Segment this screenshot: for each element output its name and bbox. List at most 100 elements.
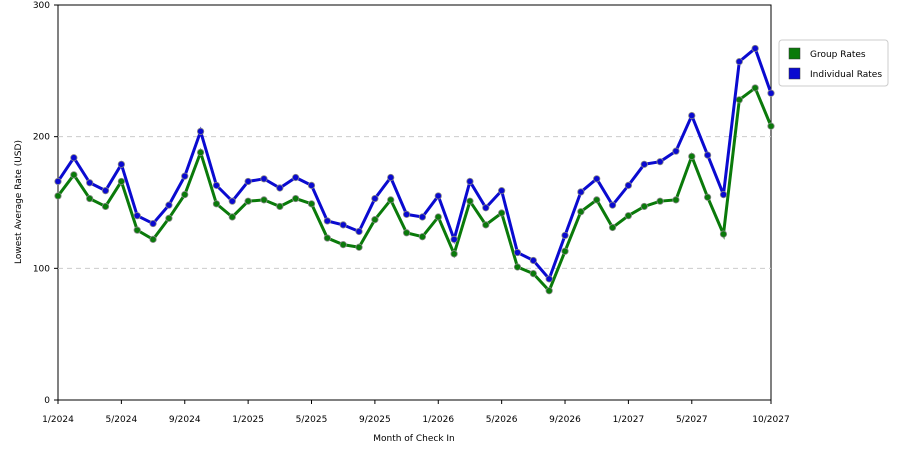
point (624, 212, 633, 220)
point (133, 212, 141, 220)
point (54, 177, 62, 186)
point (561, 247, 569, 255)
point (149, 219, 157, 228)
point (244, 177, 252, 186)
point (482, 204, 490, 212)
series-line (56, 45, 773, 282)
point (751, 84, 759, 92)
point (402, 210, 411, 218)
point (418, 233, 427, 241)
point (371, 194, 379, 203)
x-tick-label: 9/2026 (549, 415, 581, 425)
point (656, 158, 664, 166)
y-axis-label: Lowest Average Rate (USD) (14, 140, 24, 264)
point (149, 235, 157, 243)
y-tick-label: 200 (33, 133, 50, 143)
point (767, 89, 775, 97)
point (450, 250, 458, 258)
point (513, 263, 522, 271)
point (54, 192, 62, 200)
x-tick-label: 1/2024 (42, 415, 74, 425)
point (640, 160, 648, 168)
x-tick-label: 1/2025 (232, 415, 264, 425)
point (228, 213, 236, 221)
point (292, 173, 300, 182)
point (513, 248, 522, 257)
plot-area (57, 4, 772, 401)
point (767, 122, 775, 130)
point (529, 269, 537, 278)
point (402, 229, 411, 237)
point (656, 197, 664, 205)
point (672, 196, 680, 204)
x-tick-label: 9/2024 (169, 415, 201, 425)
point (86, 194, 94, 203)
point (434, 192, 442, 200)
legend-label: Individual Rates (810, 70, 882, 80)
point (70, 154, 78, 162)
point (466, 197, 474, 205)
point (418, 213, 427, 221)
point (704, 151, 712, 159)
point (735, 96, 743, 104)
point (133, 226, 141, 234)
point (387, 173, 395, 182)
y-tick-label: 0 (44, 396, 50, 406)
point (260, 175, 268, 183)
point (355, 227, 363, 236)
point (545, 287, 553, 295)
point (498, 187, 506, 195)
point (228, 197, 236, 205)
point (434, 213, 442, 221)
x-tick-label: 9/2025 (359, 415, 391, 425)
legend-label: Group Rates (810, 50, 866, 60)
legend-swatch (788, 67, 801, 80)
point (672, 147, 680, 155)
point (181, 172, 189, 180)
legend-box (778, 39, 889, 87)
point (307, 181, 316, 189)
point (244, 197, 252, 205)
point (307, 200, 316, 208)
x-tick-label: 10/2027 (752, 415, 789, 425)
point (577, 188, 585, 196)
point (624, 181, 633, 189)
point (608, 223, 617, 232)
point (323, 234, 331, 242)
point (260, 196, 268, 204)
point (197, 127, 205, 135)
point (165, 214, 173, 222)
point (197, 148, 205, 157)
series-line (56, 85, 773, 294)
x-axis-label: Month of Check In (373, 434, 455, 444)
point (719, 191, 728, 199)
point (561, 231, 569, 240)
point (339, 241, 347, 249)
point (593, 196, 601, 204)
y-tick-label: 100 (33, 264, 50, 274)
legend-swatch (788, 47, 801, 60)
point (545, 275, 553, 283)
point (735, 58, 743, 66)
point (482, 221, 490, 229)
point (529, 256, 537, 265)
x-tick-label: 1/2026 (422, 415, 454, 425)
point (371, 216, 379, 224)
point (276, 184, 284, 192)
x-tick-label: 5/2025 (296, 415, 328, 425)
point (117, 160, 125, 168)
point (165, 201, 173, 209)
point (751, 44, 759, 53)
point (117, 177, 125, 186)
point (450, 235, 458, 243)
point (355, 243, 363, 251)
point (292, 194, 300, 203)
point (688, 112, 696, 120)
point (101, 202, 110, 211)
point (704, 193, 712, 201)
point (640, 202, 648, 211)
point (212, 200, 221, 208)
x-tick-label: 5/2026 (486, 415, 518, 425)
point (719, 230, 728, 238)
